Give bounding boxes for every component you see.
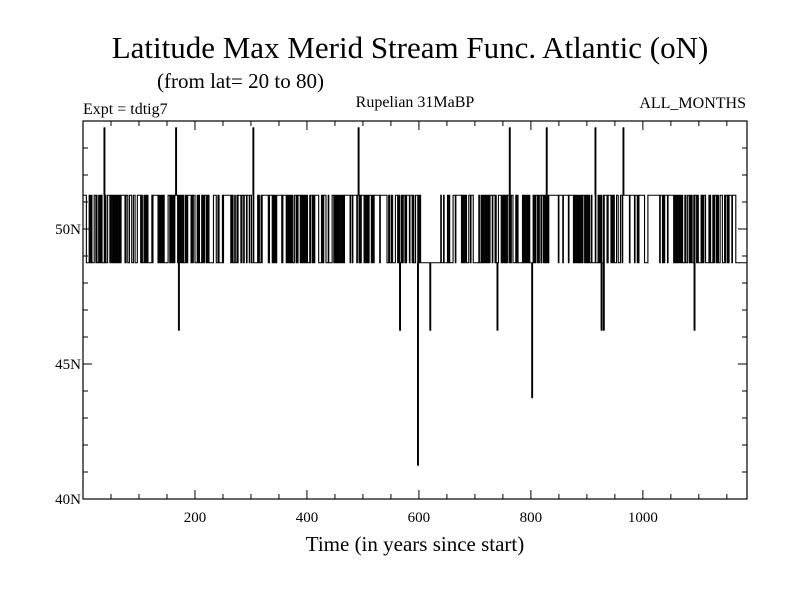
months-label: ALL_MONTHS xyxy=(639,95,746,112)
plot-area xyxy=(82,120,748,500)
experiment-label: Expt = tdtig7 xyxy=(83,101,168,118)
series-line xyxy=(83,127,747,466)
x-tick-label: 400 xyxy=(296,510,319,526)
y-axis: 40N 45N 50N xyxy=(55,222,81,508)
x-axis-label: Time (in years since start) xyxy=(306,532,525,556)
x-tick-label: 600 xyxy=(408,510,431,526)
y-minor-ticks xyxy=(83,120,747,500)
chart-subtitle: (from lat= 20 to 80) xyxy=(157,69,324,93)
x-minor-ticks xyxy=(110,121,728,499)
x-tick-label: 800 xyxy=(520,510,543,526)
x-axis: 200 400 600 800 1000 xyxy=(184,510,658,526)
x-tick-label: 1000 xyxy=(628,510,658,526)
y-tick-label: 45N xyxy=(55,357,81,373)
y-tick-label: 50N xyxy=(55,222,81,238)
y-tick-label: 40N xyxy=(55,492,81,508)
chart-title: Latitude Max Merid Stream Func. Atlantic… xyxy=(112,30,709,65)
plot-frame xyxy=(82,120,748,500)
x-tick-label: 200 xyxy=(184,510,207,526)
period-label: Rupelian 31MaBP xyxy=(356,94,475,111)
data-layer xyxy=(83,127,747,466)
